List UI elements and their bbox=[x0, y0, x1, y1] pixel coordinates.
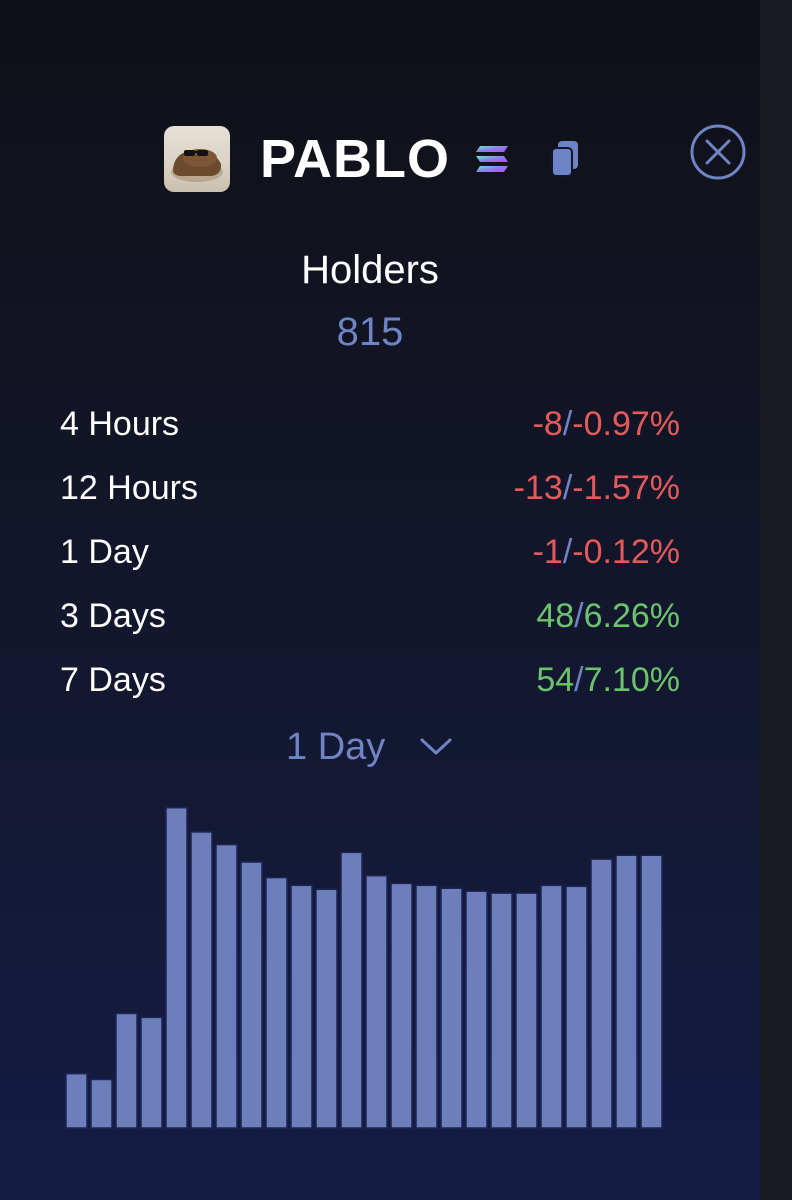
solana-icon bbox=[476, 146, 508, 172]
stat-separator: / bbox=[562, 532, 573, 571]
holders-bar-chart bbox=[65, 806, 663, 1129]
chart-bar-21 bbox=[565, 885, 588, 1129]
close-button[interactable] bbox=[688, 122, 748, 182]
side-strip bbox=[760, 0, 792, 1200]
stat-count: -1 bbox=[532, 532, 563, 571]
stat-percent: 6.26% bbox=[583, 596, 680, 635]
stat-label: 3 Days bbox=[60, 596, 166, 635]
stat-separator: / bbox=[562, 468, 573, 507]
chart-bar-5 bbox=[165, 806, 188, 1129]
chart-bar-16 bbox=[440, 887, 463, 1129]
stat-percent: -0.12% bbox=[572, 532, 680, 571]
stat-count: -13 bbox=[513, 468, 563, 507]
stat-row-12-hours: 12 Hours -13/-1.57% bbox=[60, 456, 680, 520]
stat-count: -8 bbox=[532, 404, 563, 443]
chart-bar-11 bbox=[315, 888, 338, 1129]
chart-bar-20 bbox=[540, 884, 563, 1129]
chart-bar-9 bbox=[265, 876, 288, 1129]
token-name: PABLO bbox=[260, 129, 450, 189]
chart-bar-6 bbox=[190, 831, 213, 1129]
stat-label: 4 Hours bbox=[60, 404, 180, 443]
token-avatar bbox=[164, 126, 230, 192]
stat-percent: 7.10% bbox=[583, 660, 680, 699]
chart-bar-3 bbox=[115, 1012, 138, 1129]
stat-separator: / bbox=[574, 660, 584, 699]
copy-icon[interactable] bbox=[550, 139, 580, 179]
chevron-down-icon bbox=[420, 738, 452, 755]
stat-separator: / bbox=[574, 596, 584, 635]
chart-bar-23 bbox=[615, 854, 638, 1129]
period-dropdown[interactable]: 1 Day bbox=[286, 722, 453, 772]
chart-bar-19 bbox=[515, 892, 538, 1129]
chart-bar-2 bbox=[90, 1078, 113, 1129]
stat-row-4-hours: 4 Hours -8/-0.97% bbox=[60, 392, 680, 456]
stat-change: 48/6.26% bbox=[536, 597, 680, 636]
chart-bar-13 bbox=[365, 874, 388, 1129]
stat-count: 54 bbox=[536, 660, 575, 699]
stat-label: 1 Day bbox=[60, 532, 149, 571]
capybara-sunglasses-avatar-icon bbox=[171, 149, 223, 182]
stat-row-7-days: 7 Days 54/7.10% bbox=[60, 648, 680, 712]
stat-change: -1/-0.12% bbox=[533, 533, 680, 572]
chart-bar-14 bbox=[390, 882, 413, 1129]
stat-count: 48 bbox=[536, 596, 575, 635]
chart-bar-24 bbox=[640, 854, 663, 1129]
chart-bar-1 bbox=[65, 1072, 88, 1129]
holders-label: Holders bbox=[301, 248, 439, 292]
stat-change: 54/7.10% bbox=[536, 661, 680, 700]
chart-bar-8 bbox=[240, 861, 263, 1129]
chart-bar-7 bbox=[215, 843, 238, 1129]
stat-label: 12 Hours bbox=[60, 468, 198, 507]
period-dropdown-value: 1 Day bbox=[286, 725, 386, 768]
stat-label: 7 Days bbox=[60, 660, 166, 699]
stat-change: -8/-0.97% bbox=[533, 405, 680, 444]
chart-bar-10 bbox=[290, 884, 313, 1129]
stat-percent: -1.57% bbox=[572, 468, 680, 507]
chart-bar-18 bbox=[490, 892, 513, 1129]
chart-bar-15 bbox=[415, 884, 438, 1129]
stat-separator: / bbox=[562, 404, 573, 443]
token-header: PABLO bbox=[164, 126, 580, 192]
close-icon bbox=[690, 124, 746, 180]
stat-row-3-days: 3 Days 48/6.26% bbox=[60, 584, 680, 648]
stat-change: -13/-1.57% bbox=[514, 469, 680, 508]
chart-bar-12 bbox=[340, 851, 363, 1129]
holder-change-stats: 4 Hours -8/-0.97% 12 Hours -13/-1.57% 1 … bbox=[60, 392, 680, 712]
holders-count: 815 bbox=[336, 310, 404, 354]
stat-row-1-day: 1 Day -1/-0.12% bbox=[60, 520, 680, 584]
chart-bar-22 bbox=[590, 858, 613, 1129]
chart-bar-4 bbox=[140, 1016, 163, 1129]
stat-percent: -0.97% bbox=[572, 404, 680, 443]
chart-bar-17 bbox=[465, 890, 488, 1129]
